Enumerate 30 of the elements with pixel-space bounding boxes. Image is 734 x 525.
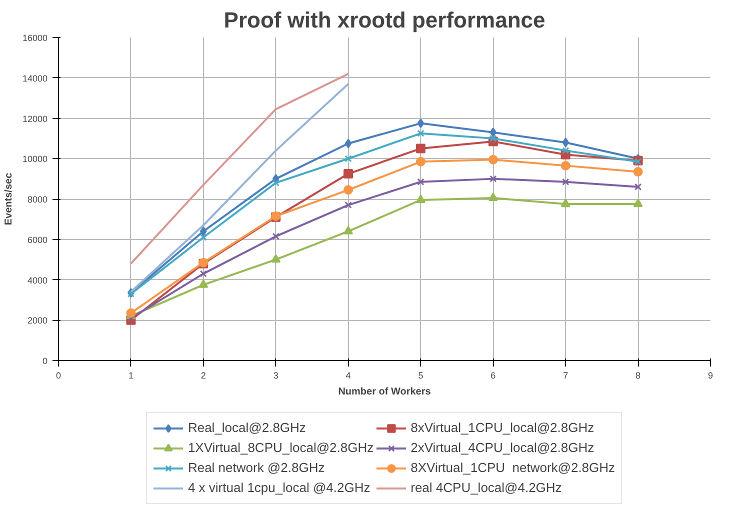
x-tick-label: 1 <box>128 370 134 380</box>
y-tick-label: 16000 <box>22 33 48 43</box>
x-tick-label: 6 <box>490 370 496 380</box>
x-tick-label: 5 <box>418 370 424 380</box>
y-tick-label: 2000 <box>27 316 48 326</box>
x-tick-label: 9 <box>708 370 714 380</box>
x-tick-label: 7 <box>563 370 568 380</box>
y-tick-label: 6000 <box>27 234 48 245</box>
x-tick-label: 8 <box>636 370 641 380</box>
legend-label: real 4CPU_local@4.2GHz <box>410 479 562 496</box>
y-axis-title: Events/sec <box>3 172 14 226</box>
x-tick-label: 0 <box>56 370 62 380</box>
x-axis-title: Number of Workers <box>338 386 432 398</box>
legend-label: 1XVirtual_8CPU_local@2.8GHz <box>188 439 374 456</box>
y-tick-label: 8000 <box>27 194 48 204</box>
legend-label: 4 x virtual 1cpu_local @4.2GHz <box>188 479 370 496</box>
legend-label: 8xVirtual_1CPU_local@2.8GHz <box>410 419 594 436</box>
y-tick-label: 12000 <box>22 114 48 124</box>
x-tick-label: 4 <box>346 370 351 380</box>
legend-label: 2xVirtual_4CPU_local@2.8GHz <box>410 439 594 456</box>
chart-title: Proof with xrootd performance <box>224 8 546 32</box>
y-tick-label: 10000 <box>22 154 48 164</box>
legend-label: Real_local@2.8GHz <box>188 419 306 436</box>
x-tick-label: 3 <box>273 370 278 380</box>
y-tick-label: 0 <box>42 356 48 366</box>
legend-label: Real network @2.8GHz <box>188 459 325 476</box>
x-tick-label: 2 <box>200 370 206 380</box>
legend-label: 8XVirtual_1CPU network@2.8GHz <box>410 459 616 476</box>
y-tick-label: 14000 <box>22 73 48 84</box>
y-tick-label: 4000 <box>27 275 48 286</box>
